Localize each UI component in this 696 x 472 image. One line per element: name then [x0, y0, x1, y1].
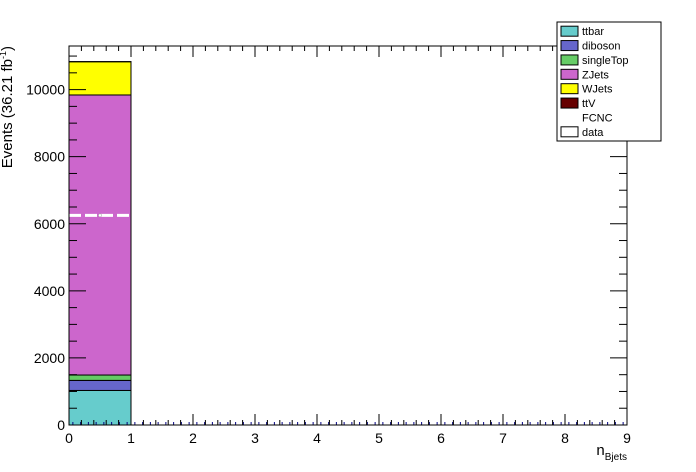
legend-swatch-singletop	[560, 54, 579, 66]
x-axis-title-main: n	[596, 442, 604, 459]
legend-label-diboson: diboson	[582, 41, 621, 53]
y-tick-label-6000: 6000	[34, 216, 65, 232]
x-tick-label-1: 1	[127, 430, 135, 446]
legend-label-wjets: WJets	[582, 84, 613, 96]
x-tick-label-3: 3	[251, 430, 259, 446]
legend-label-singletop: singleTop	[582, 55, 628, 67]
y-tick-label-4000: 4000	[34, 283, 65, 299]
legend-swatch-zjets	[560, 68, 579, 80]
x-tick-label-7: 7	[499, 430, 507, 446]
bar-ttbar-bin-0	[68, 389, 132, 426]
bar-diboson-bin-0	[68, 379, 132, 391]
x-tick-label-4: 4	[313, 430, 321, 446]
x-axis-title: nBjets	[596, 442, 627, 463]
legend-label-zjets: ZJets	[582, 69, 609, 81]
legend-swatch-ttbar	[560, 25, 579, 37]
x-tick-label-0: 0	[65, 430, 73, 446]
histogram-bars	[68, 61, 132, 426]
bar-zjets-bin-0	[68, 94, 132, 376]
legend-swatch-ttv	[560, 97, 579, 109]
x-axis-ticks: 0 1 2 3 4 5 6 7 8 9	[65, 46, 631, 446]
fcnc-overlay	[69, 213, 131, 218]
legend-label-ttbar: ttbar	[582, 26, 604, 38]
legend-swatch-wjets	[560, 83, 579, 95]
y-tick-label-10000: 10000	[26, 82, 65, 98]
x-tick-label-9: 9	[623, 430, 631, 446]
legend-label-data: data	[582, 127, 604, 139]
fcnc-point-bin-0	[98, 213, 102, 218]
y-tick-label-0: 0	[57, 417, 65, 433]
y-axis-title-main: Events (36.21 fb	[0, 59, 16, 168]
y-axis-title: Events (36.21 fb-1)	[0, 46, 16, 168]
y-tick-label-2000: 2000	[34, 350, 65, 366]
bar-singletop-bin-0	[68, 374, 132, 381]
x-tick-label-8: 8	[561, 430, 569, 446]
y-axis-ticks: 0 2000 4000 6000 8000 10000	[26, 55, 627, 433]
legend-label-ttv: ttV	[582, 98, 596, 110]
y-axis-title-superscript: -1	[0, 51, 8, 59]
legend-label-fcnc: FCNC	[582, 112, 613, 124]
y-axis-title-close: )	[0, 46, 16, 51]
legend-swatch-data	[560, 126, 579, 138]
legend: ttbar diboson singleTop ZJets WJets ttV FCNC da…	[556, 21, 662, 142]
x-tick-label-5: 5	[375, 430, 383, 446]
legend-swatch-diboson	[560, 40, 579, 52]
x-tick-label-2: 2	[189, 430, 197, 446]
y-tick-label-8000: 8000	[34, 149, 65, 165]
x-axis-title-subscript: Bjets	[605, 452, 627, 463]
x-tick-label-6: 6	[437, 430, 445, 446]
plot-frame	[68, 45, 628, 426]
